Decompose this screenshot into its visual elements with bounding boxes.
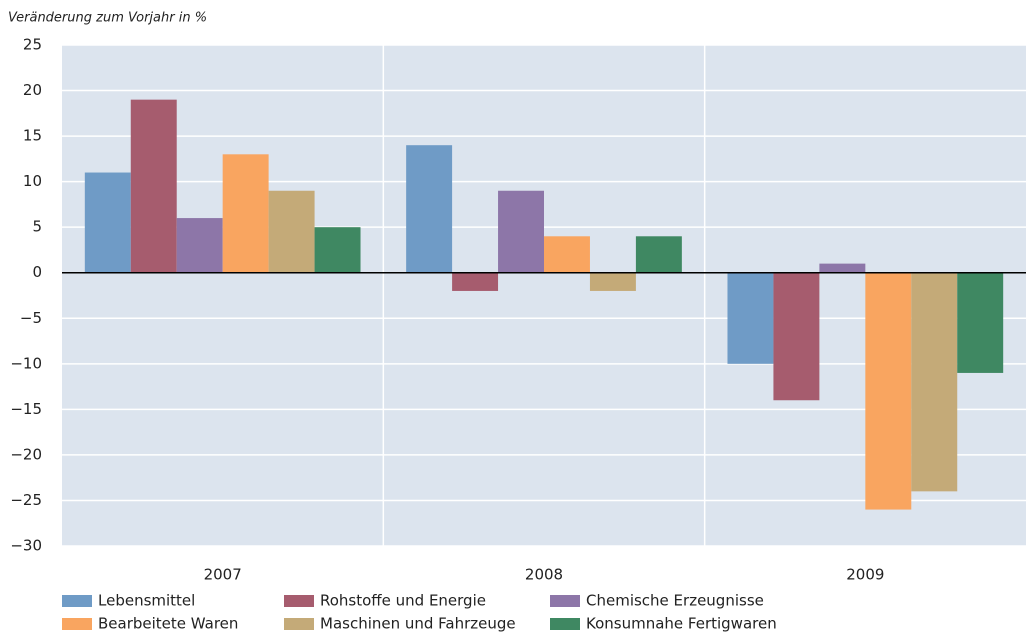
bar (544, 236, 590, 273)
y-tick-label: −20 (10, 445, 42, 463)
y-tick-label: −10 (10, 354, 42, 372)
legend-swatch (284, 595, 314, 607)
legend-label: Konsumnahe Fertigwaren (586, 615, 777, 633)
bar (819, 263, 866, 273)
bar (865, 272, 912, 510)
bar (222, 154, 269, 273)
bar (130, 99, 177, 273)
y-tick-label: 5 (32, 218, 42, 236)
x-tick-label: 2008 (525, 566, 563, 584)
y-tick-label: −15 (10, 400, 42, 418)
y-axis-label: Veränderung zum Vorjahr in % (8, 11, 207, 26)
bar (452, 272, 499, 291)
bar (635, 236, 682, 273)
bar (314, 227, 361, 273)
x-tick-label: 2009 (846, 566, 884, 584)
legend-label: Maschinen und Fahrzeuge (320, 615, 516, 633)
bar (911, 272, 958, 492)
legend-swatch (62, 595, 92, 607)
y-tick-label: 20 (23, 81, 42, 99)
legend-swatch (62, 618, 92, 630)
y-tick-label: −25 (10, 491, 42, 509)
legend-swatch (550, 595, 580, 607)
bar (176, 218, 223, 273)
y-tick-label: −5 (20, 309, 42, 327)
bar (589, 272, 636, 291)
bar (84, 172, 131, 273)
legend-swatch (550, 618, 580, 630)
bar (773, 272, 820, 401)
legend-swatch (284, 618, 314, 630)
y-tick-label: −30 (10, 537, 42, 555)
legend-label: Lebensmittel (98, 592, 195, 610)
bar (957, 272, 1004, 373)
bar (727, 272, 774, 364)
y-tick-label: 10 (23, 172, 42, 190)
bar (268, 190, 315, 273)
legend-label: Bearbeitete Waren (98, 615, 238, 633)
x-tick-label: 2007 (204, 566, 242, 584)
y-tick-label: 25 (23, 36, 42, 54)
y-tick-label: 0 (32, 263, 42, 281)
bar (406, 145, 453, 273)
y-tick-label: 15 (23, 127, 42, 145)
bar (498, 190, 544, 273)
legend-label: Rohstoffe und Energie (320, 592, 486, 610)
legend-label: Chemische Erzeugnisse (586, 592, 764, 610)
